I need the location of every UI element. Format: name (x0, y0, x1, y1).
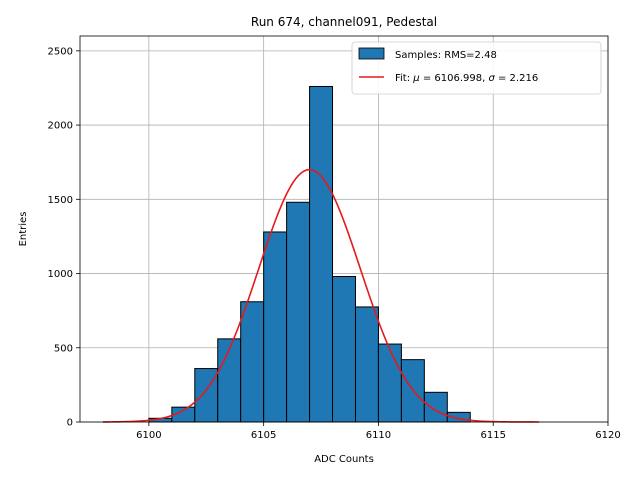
legend-box (351, 41, 602, 95)
y-axis-label: Entries (18, 212, 29, 247)
chart-title: Run 674, channel091, Pedestal (251, 15, 437, 29)
y-tick-label: 1500 (48, 195, 73, 206)
histogram-bar (354, 306, 379, 423)
histogram-bar (286, 201, 311, 423)
histogram-bar (194, 368, 219, 423)
legend: Samples: RMS=2.48 Fit: μ = 6106.998, σ =… (351, 41, 602, 95)
legend-fit-sigma-value: = 2.216 (495, 73, 538, 84)
histogram-bar (332, 276, 356, 423)
y-tick-label: 2500 (48, 46, 73, 57)
x-tick-label: 6120 (595, 430, 620, 441)
x-tick-label: 6115 (480, 430, 505, 441)
legend-histogram-swatch (358, 47, 385, 60)
histogram-bar (240, 301, 265, 423)
legend-fit-label: Fit: μ = 6106.998, σ = 2.216 (395, 73, 538, 84)
x-tick-label: 6110 (366, 430, 391, 441)
y-tick-label: 1000 (48, 269, 73, 280)
legend-fit-sigma-symbol: σ (488, 73, 495, 84)
legend-fit-mu-symbol: μ (412, 73, 419, 84)
legend-histogram-label: Samples: RMS=2.48 (395, 50, 497, 61)
fit-curve (102, 168, 540, 423)
x-axis-label: ADC Counts (314, 454, 374, 465)
y-tick-label: 2000 (48, 121, 73, 132)
histogram-bar (423, 391, 448, 423)
plot-frame (79, 35, 609, 423)
histogram-bar (377, 343, 402, 423)
y-tick-label: 0 (67, 418, 73, 429)
axis-ticks: 6100 6105 6110 6115 6120 0 500 1000 1500 2000 2500 (48, 46, 621, 441)
histogram-bars (148, 85, 471, 423)
x-tick-label: 6100 (136, 430, 161, 441)
histogram-bar (263, 231, 288, 423)
y-tick-label: 500 (54, 343, 73, 354)
legend-fit-prefix: Fit: (395, 73, 413, 84)
histogram-bar (309, 85, 334, 423)
x-tick-label: 6105 (251, 430, 276, 441)
legend-fit-mu-value: = 6106.998, (420, 73, 489, 84)
